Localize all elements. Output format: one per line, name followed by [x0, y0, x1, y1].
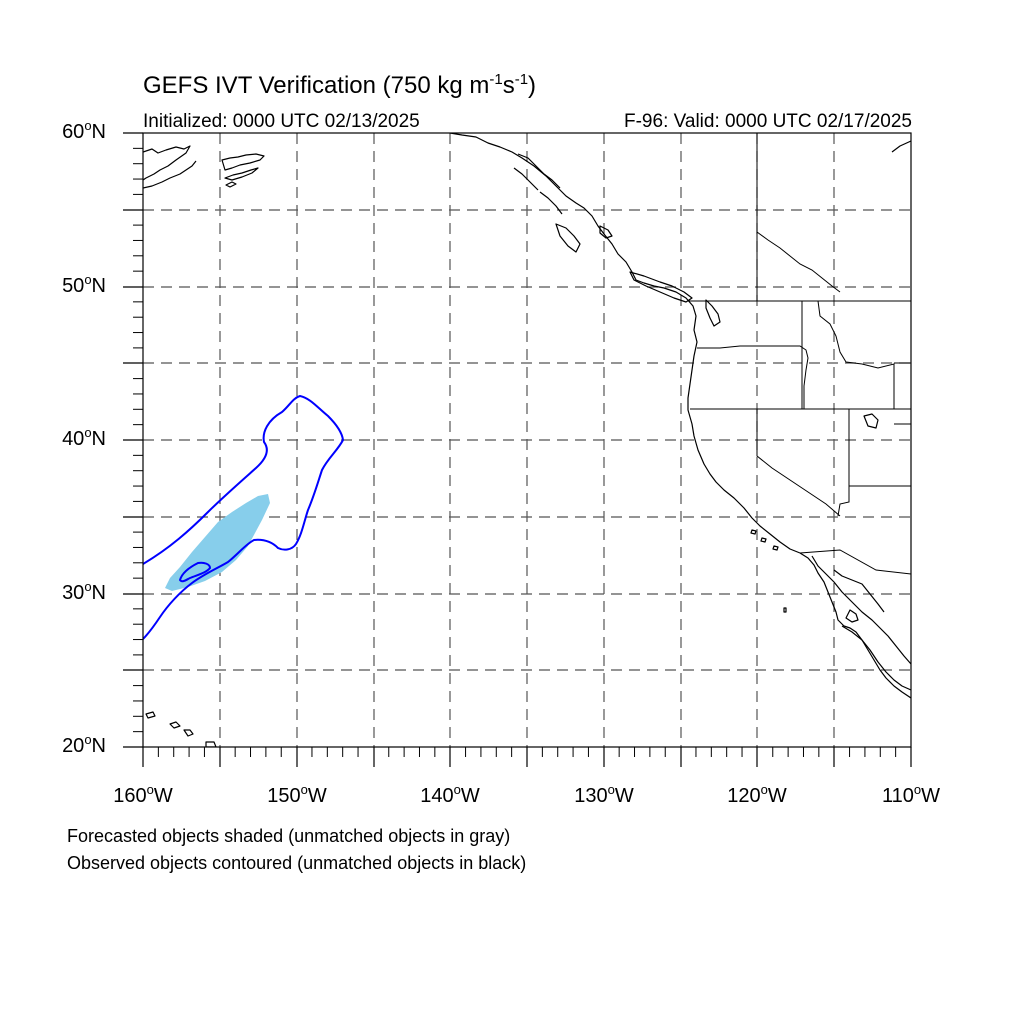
lat-label-20n: 20oN — [62, 732, 106, 757]
lat-label-50n: 50oN — [62, 272, 106, 297]
graticule — [143, 133, 911, 747]
lon-label-150w: 150oW — [267, 782, 327, 807]
political-boundaries — [688, 133, 911, 575]
observed-contour-inner — [178, 561, 212, 583]
note-forecast: Forecasted objects shaded (unmatched obj… — [67, 826, 511, 846]
observed-contour-outer — [143, 394, 345, 640]
lon-label-130w: 130oW — [574, 782, 634, 807]
lon-label-110w: 110oW — [881, 782, 940, 807]
lat-label-30n: 30oN — [62, 579, 106, 604]
valid-time: F-96: Valid: 0000 UTC 02/17/2025 — [624, 111, 912, 132]
axis-ticks — [123, 132, 912, 767]
axis-minor-ticks — [133, 147, 897, 757]
lon-label-120w: 120oW — [727, 782, 787, 807]
lat-label-40n: 40oN — [62, 425, 106, 450]
observed-contours — [143, 394, 345, 640]
lat-label-60n: 60oN — [62, 118, 106, 143]
initialized-time: Initialized: 0000 UTC 02/13/2025 — [143, 111, 420, 132]
map-title: GEFS IVT Verification (750 kg m-1s-1) — [143, 71, 537, 99]
lon-label-160w: 160oW — [113, 782, 173, 807]
lon-label-140w: 140oW — [420, 782, 480, 807]
note-observed: Observed objects contoured (unmatched ob… — [67, 853, 527, 873]
coastlines — [143, 133, 911, 747]
west-coast-outline — [449, 133, 801, 554]
